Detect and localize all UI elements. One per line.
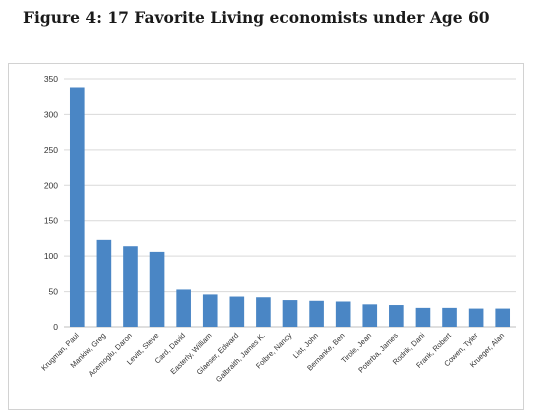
bar [149, 251, 165, 327]
bar [229, 296, 245, 327]
bar [96, 239, 112, 327]
y-tick-label: 0 [53, 322, 58, 332]
x-tick-label: Galbraith, James K. [214, 331, 267, 384]
bar [309, 300, 324, 327]
bar [176, 289, 191, 327]
y-tick-label: 300 [44, 109, 58, 119]
y-tick-label: 350 [44, 74, 58, 84]
bar [442, 307, 457, 327]
bar [389, 305, 404, 327]
y-tick-label: 150 [44, 216, 58, 226]
chart-container [8, 63, 524, 410]
bar [256, 297, 271, 327]
y-tick-label: 200 [44, 180, 58, 190]
bar [362, 304, 378, 327]
bar [202, 294, 218, 327]
bar [335, 301, 351, 327]
figure-title: Figure 4: 17 Favorite Living economists … [23, 8, 490, 27]
y-tick-label: 100 [44, 251, 58, 261]
y-tick-label: 50 [49, 287, 59, 297]
bar [282, 300, 298, 327]
bar [495, 308, 511, 327]
bar [69, 87, 85, 327]
y-tick-label: 250 [44, 145, 58, 155]
bar [468, 308, 484, 327]
bar [415, 307, 431, 327]
bar [123, 246, 138, 327]
